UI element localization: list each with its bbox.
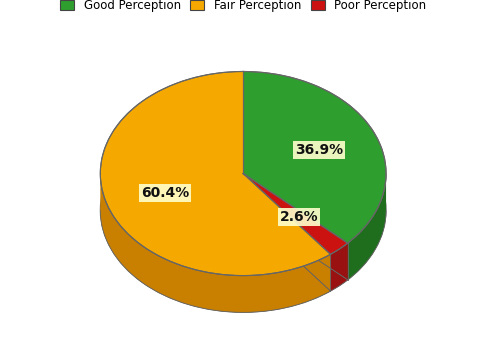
Text: 36.9%: 36.9% [295,143,343,157]
Polygon shape [243,174,348,254]
Polygon shape [100,71,330,276]
Polygon shape [330,243,347,291]
Polygon shape [243,174,330,291]
Polygon shape [243,71,386,243]
Polygon shape [100,174,330,312]
Polygon shape [348,174,386,280]
Polygon shape [243,174,348,280]
Text: 60.4%: 60.4% [140,186,189,200]
Legend: Good Perception, Fair Perception, Poor Perception: Good Perception, Fair Perception, Poor P… [60,0,426,12]
Text: 2.6%: 2.6% [280,210,318,224]
Polygon shape [243,174,348,280]
Ellipse shape [100,108,386,312]
Polygon shape [243,174,330,291]
